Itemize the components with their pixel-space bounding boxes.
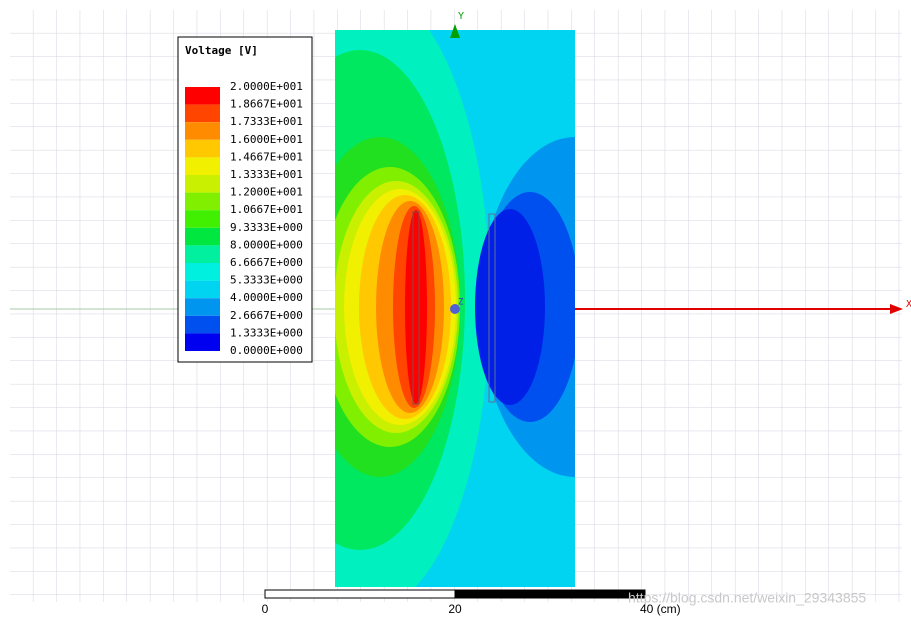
scale-label: 0 <box>262 602 269 616</box>
legend-swatches <box>185 87 220 351</box>
legend-label: 5.3333E+000 <box>230 274 303 287</box>
legend: Voltage [V] <box>177 36 313 363</box>
scale-label: 40 (cm) <box>640 602 681 616</box>
y-arrow <box>450 24 460 38</box>
legend-label: 1.4667E+001 <box>230 150 303 163</box>
x-axis-label: X <box>906 299 911 310</box>
y-axis-label: Y <box>458 11 464 22</box>
scale-bar <box>264 589 646 599</box>
legend-title: Voltage [V] <box>185 44 258 57</box>
legend-label: 4.0000E+000 <box>230 291 303 304</box>
z-axis-label: Z <box>458 298 464 308</box>
watermark: https://blog.csdn.net/weixin_29343855 <box>628 590 866 606</box>
legend-label: 1.2000E+001 <box>230 186 303 199</box>
scale-label: 20 <box>448 602 462 616</box>
legend-label: 1.3333E+000 <box>230 326 303 339</box>
legend-label: 6.6667E+000 <box>230 256 303 269</box>
z-axis <box>450 304 460 314</box>
legend-label: 8.0000E+000 <box>230 238 303 251</box>
legend-label: 1.8667E+001 <box>230 98 303 111</box>
legend-label: 2.0000E+001 <box>230 80 303 93</box>
legend-label: 2.6667E+000 <box>230 309 303 322</box>
legend-label: 1.6000E+001 <box>230 133 303 146</box>
legend-label: 1.3333E+001 <box>230 168 303 181</box>
legend-label: 9.3333E+000 <box>230 221 303 234</box>
legend-label: 0.0000E+000 <box>230 344 303 357</box>
legend-label: 1.0667E+001 <box>230 203 303 216</box>
legend-label: 1.7333E+001 <box>230 115 303 128</box>
x-arrow <box>890 304 903 314</box>
